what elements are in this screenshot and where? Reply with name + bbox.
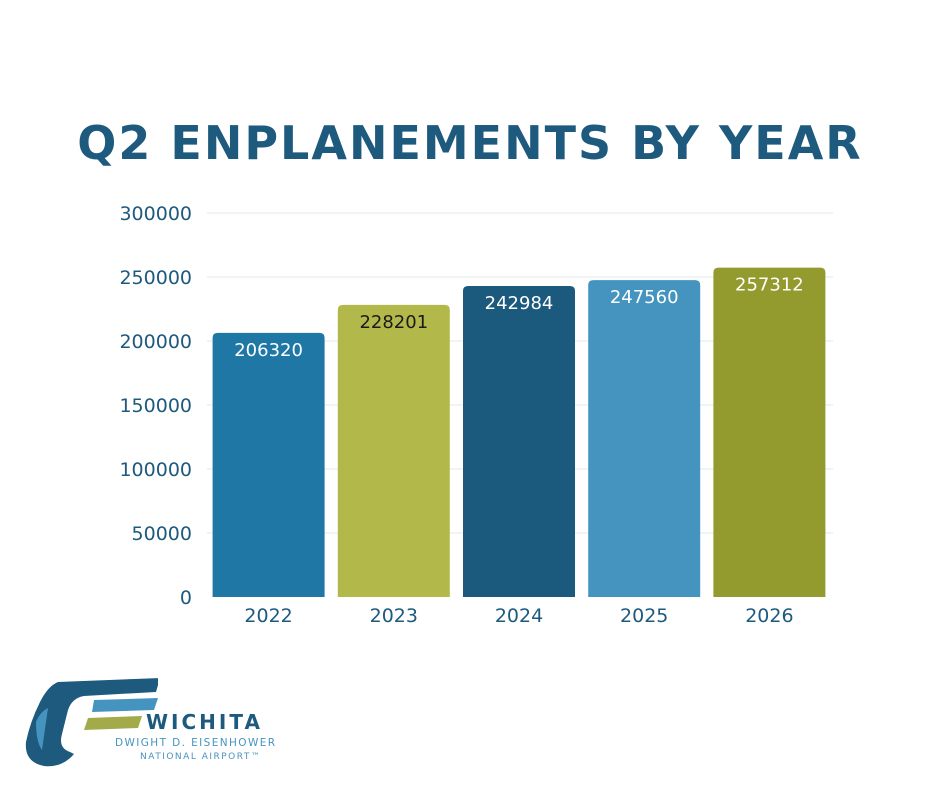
bars [212, 267, 826, 597]
wichita-wing-icon [25, 678, 158, 767]
x-tick-label: 2023 [370, 605, 418, 627]
y-tick-label: 300000 [119, 203, 192, 225]
logo-subtitle-2: NATIONAL AIRPORT™ [140, 752, 262, 762]
x-tick-label: 2025 [620, 605, 668, 627]
y-tick-label: 200000 [119, 331, 192, 353]
airport-logo: WICHITA DWIGHT D. EISENHOWER NATIONAL AI… [18, 672, 318, 772]
x-tick-label: 2024 [495, 605, 543, 627]
y-axis: 0 50000 100000 150000 200000 250000 300000 [119, 203, 192, 609]
y-tick-label: 0 [180, 587, 192, 609]
data-label: 228201 [359, 312, 428, 333]
chart-title: Q2 ENPLANEMENTS BY YEAR [77, 116, 863, 170]
bar-2026 [713, 267, 826, 597]
bar-2022 [212, 332, 325, 597]
data-label: 242984 [485, 293, 554, 314]
x-tick-label: 2026 [745, 605, 793, 627]
bar-2025 [588, 280, 701, 597]
logo-wordmark: WICHITA [146, 710, 263, 734]
x-tick-label: 2022 [244, 605, 292, 627]
data-labels: 206320 228201 242984 247560 257312 [234, 275, 804, 361]
bar-chart: 0 50000 100000 150000 200000 250000 300000 206… [119, 203, 833, 627]
data-label: 257312 [735, 275, 804, 296]
y-tick-label: 100000 [119, 459, 192, 481]
data-label: 206320 [234, 340, 303, 361]
bar-2023 [337, 304, 450, 597]
x-axis: 2022 2023 2024 2025 2026 [244, 605, 793, 627]
data-label: 247560 [610, 287, 679, 308]
logo-subtitle-1: DWIGHT D. EISENHOWER [115, 737, 277, 749]
bar-2024 [463, 285, 575, 597]
y-tick-label: 50000 [132, 523, 192, 545]
y-tick-label: 150000 [119, 395, 192, 417]
y-tick-label: 250000 [119, 267, 192, 289]
